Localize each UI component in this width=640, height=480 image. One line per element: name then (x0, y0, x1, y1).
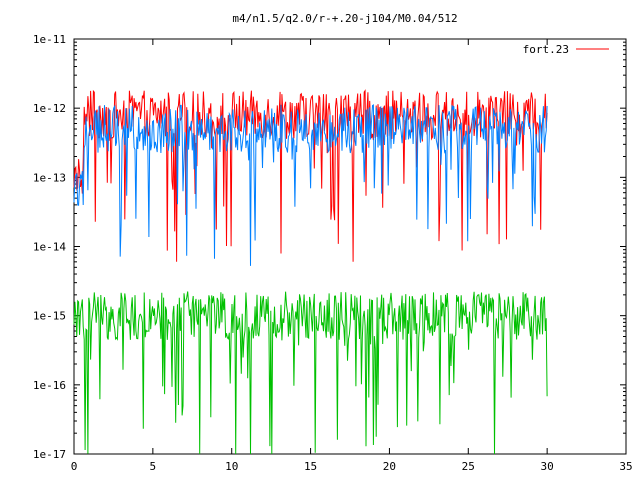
y-tick-label: 1e-17 (33, 448, 66, 461)
x-tick-label: 10 (225, 460, 238, 473)
plot-area-border (73, 38, 627, 455)
y-tick-label: 1e-14 (33, 241, 66, 254)
x-axis: 0 5 10 15 20 25 30 35 (71, 39, 633, 473)
x-tick-label: 0 (71, 460, 78, 473)
x-tick-label: 5 (150, 460, 157, 473)
series-layer (73, 89, 548, 455)
y-tick-label: 1e-11 (33, 33, 66, 46)
legend: fort.23 (523, 43, 609, 56)
y-tick-label: 1e-13 (33, 171, 66, 184)
x-tick-label: 25 (462, 460, 475, 473)
y-tick-label: 1e-15 (33, 310, 66, 323)
series-line-2 (73, 291, 548, 455)
chart-title: m4/n1.5/q2.0/r-+.20-j104/M0.04/512 (232, 12, 457, 25)
x-tick-label: 15 (304, 460, 317, 473)
series-line-1 (73, 104, 548, 266)
x-tick-label: 35 (619, 460, 632, 473)
x-tick-label: 30 (541, 460, 554, 473)
x-tick-label: 20 (383, 460, 396, 473)
y-tick-label: 1e-16 (33, 379, 66, 392)
y-axis: 1e-11 1e-12 1e-13 1e-14 1e-15 1e-16 1e-17 (33, 33, 626, 461)
legend-label: fort.23 (523, 43, 569, 56)
y-tick-label: 1e-12 (33, 102, 66, 115)
